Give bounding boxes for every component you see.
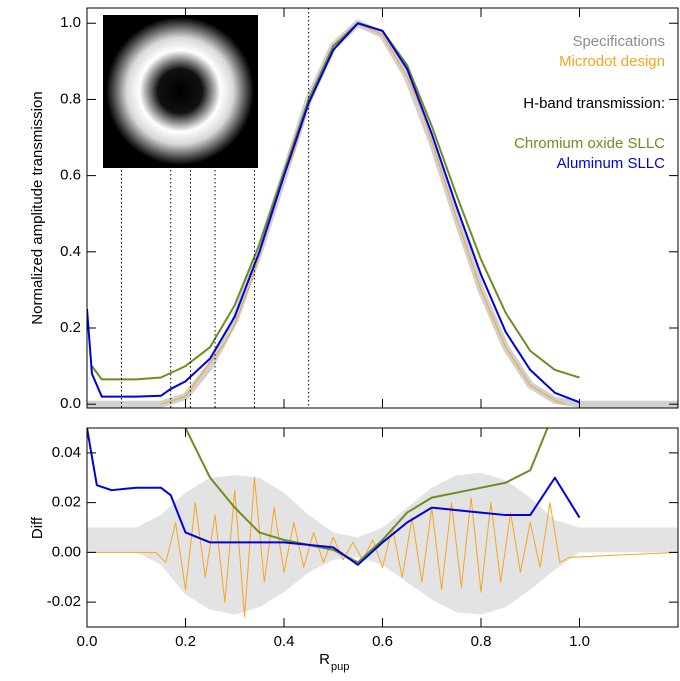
legend-entry: Specifications bbox=[572, 33, 665, 50]
y-tick-label: 0.8 bbox=[60, 90, 81, 107]
y-axis-label: Diff bbox=[29, 516, 46, 539]
x-tick-label: 0.8 bbox=[471, 633, 492, 650]
legend-entry: Chromium oxide SLLC bbox=[514, 135, 665, 152]
legend-title: H-band transmission: bbox=[523, 95, 665, 112]
x-tick-label: 0.2 bbox=[175, 633, 196, 650]
x-tick-label: 0.4 bbox=[274, 633, 295, 650]
y-tick-label: 0.2 bbox=[60, 319, 81, 336]
y-tick-label: 0.00 bbox=[52, 543, 81, 560]
x-axis-label-subscript: pup bbox=[331, 661, 349, 673]
y-tick-label: 0.02 bbox=[52, 494, 81, 511]
x-axis-label: R bbox=[319, 651, 330, 668]
y-axis-label: Normalized amplitude transmission bbox=[29, 91, 46, 324]
y-tick-label: 0.04 bbox=[52, 444, 81, 461]
legend-entry: Aluminum SLLC bbox=[557, 155, 666, 172]
y-tick-label: -0.02 bbox=[47, 593, 81, 610]
x-tick-label: 0.6 bbox=[372, 633, 393, 650]
series-line bbox=[91, 22, 580, 381]
inset-ring bbox=[106, 17, 254, 165]
x-tick-label: 1.0 bbox=[569, 633, 590, 650]
y-tick-label: 1.0 bbox=[60, 14, 81, 31]
x-tick-label: 0.0 bbox=[77, 633, 98, 650]
legend-entry: Microdot design bbox=[559, 53, 665, 70]
series-line bbox=[184, 428, 549, 564]
y-tick-label: 0.4 bbox=[60, 243, 81, 260]
series-line bbox=[87, 22, 580, 404]
plot-area bbox=[87, 428, 678, 618]
y-tick-label: 0.0 bbox=[60, 395, 81, 412]
series-line bbox=[87, 428, 581, 566]
y-tick-label: 0.6 bbox=[60, 167, 81, 184]
